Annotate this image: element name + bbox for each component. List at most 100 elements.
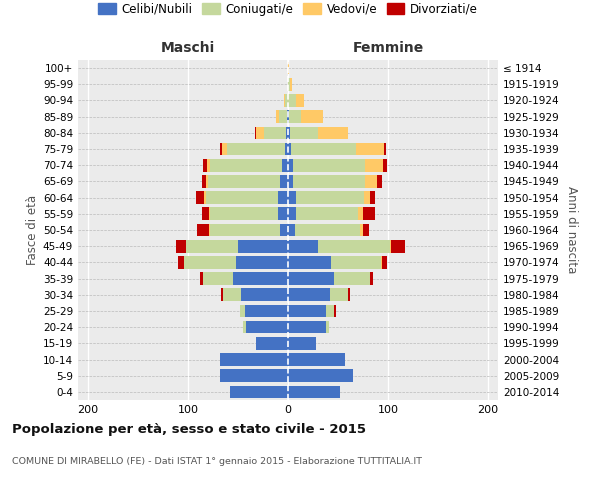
Bar — [370, 272, 373, 285]
Bar — [220, 142, 222, 156]
Bar — [358, 208, 363, 220]
Bar — [363, 208, 375, 220]
Bar — [296, 94, 304, 107]
Bar — [288, 304, 326, 318]
Bar — [326, 304, 334, 318]
Bar — [200, 272, 203, 285]
Bar — [289, 110, 301, 123]
Y-axis label: Fasce di età: Fasce di età — [26, 195, 39, 265]
Bar — [356, 142, 384, 156]
Bar — [288, 370, 353, 382]
Bar — [236, 256, 288, 268]
Bar — [334, 304, 336, 318]
Bar — [202, 208, 209, 220]
Bar — [208, 175, 280, 188]
Bar — [296, 192, 364, 204]
Bar — [365, 175, 377, 188]
Bar — [230, 386, 288, 398]
Bar — [290, 126, 318, 139]
Bar — [210, 208, 278, 220]
Bar — [288, 175, 293, 188]
Text: COMUNE DI MIRABELLO (FE) - Dati ISTAT 1° gennaio 2015 - Elaborazione TUTTITALIA.: COMUNE DI MIRABELLO (FE) - Dati ISTAT 1°… — [12, 458, 422, 466]
Bar — [331, 256, 381, 268]
Bar — [233, 272, 288, 285]
Bar — [318, 126, 348, 139]
Bar — [209, 208, 210, 220]
Bar — [288, 192, 296, 204]
Bar — [206, 175, 208, 188]
Bar — [288, 386, 340, 398]
Bar — [288, 78, 290, 90]
Bar — [365, 159, 383, 172]
Bar — [204, 192, 206, 204]
Bar — [390, 240, 391, 252]
Bar — [383, 159, 387, 172]
Bar — [280, 224, 288, 236]
Bar — [285, 94, 288, 107]
Bar — [293, 175, 365, 188]
Bar — [221, 288, 223, 301]
Bar — [207, 159, 210, 172]
Bar — [296, 208, 358, 220]
Bar — [184, 256, 236, 268]
Bar — [288, 321, 326, 334]
Bar — [288, 126, 290, 139]
Bar — [370, 192, 375, 204]
Bar — [381, 256, 382, 268]
Bar — [364, 192, 370, 204]
Bar — [282, 159, 288, 172]
Bar — [240, 304, 245, 318]
Bar — [377, 175, 382, 188]
Bar — [348, 288, 350, 301]
Bar — [384, 142, 386, 156]
Bar — [178, 256, 184, 268]
Bar — [278, 192, 288, 204]
Bar — [288, 62, 289, 74]
Text: Popolazione per età, sesso e stato civile - 2015: Popolazione per età, sesso e stato civil… — [12, 422, 366, 436]
Bar — [288, 337, 316, 349]
Bar — [391, 240, 405, 252]
Bar — [285, 142, 288, 156]
Bar — [222, 142, 227, 156]
Bar — [264, 126, 286, 139]
Legend: Celibi/Nubili, Coniugati/e, Vedovi/e, Divorziati/e: Celibi/Nubili, Coniugati/e, Vedovi/e, Di… — [93, 0, 483, 20]
Bar — [288, 142, 291, 156]
Bar — [255, 126, 256, 139]
Bar — [288, 353, 345, 366]
Bar — [288, 159, 293, 172]
Y-axis label: Anni di nascita: Anni di nascita — [565, 186, 578, 274]
Bar — [334, 272, 370, 285]
Text: Femmine: Femmine — [352, 41, 424, 55]
Bar — [223, 288, 241, 301]
Bar — [241, 288, 288, 301]
Bar — [256, 126, 264, 139]
Bar — [326, 321, 329, 334]
Text: Maschi: Maschi — [161, 41, 215, 55]
Bar — [288, 256, 331, 268]
Bar — [288, 208, 296, 220]
Bar — [287, 110, 288, 123]
Bar — [176, 240, 186, 252]
Bar — [291, 142, 356, 156]
Bar — [279, 110, 287, 123]
Bar — [363, 224, 369, 236]
Bar — [220, 370, 288, 382]
Bar — [203, 159, 207, 172]
Bar — [330, 288, 348, 301]
Bar — [288, 288, 330, 301]
Bar — [288, 224, 295, 236]
Bar — [280, 175, 288, 188]
Bar — [220, 353, 288, 366]
Bar — [186, 240, 238, 252]
Bar — [202, 175, 206, 188]
Bar — [243, 321, 246, 334]
Bar — [246, 321, 288, 334]
Bar — [293, 159, 365, 172]
Bar — [245, 304, 288, 318]
Bar — [209, 224, 210, 236]
Bar — [196, 192, 204, 204]
Bar — [382, 256, 387, 268]
Bar — [286, 126, 288, 139]
Bar — [360, 224, 363, 236]
Bar — [276, 110, 279, 123]
